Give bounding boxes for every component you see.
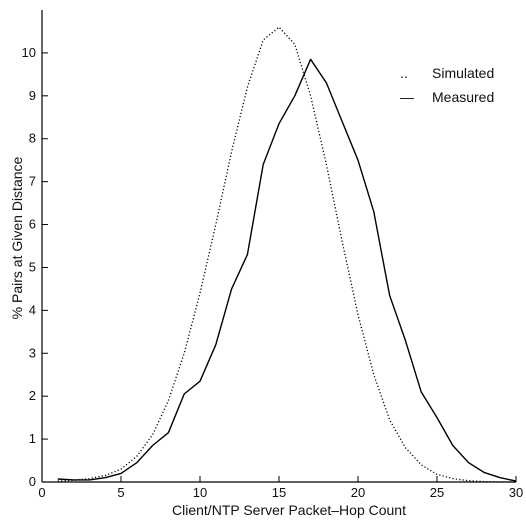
x-tick-label: 30 [509, 485, 523, 500]
x-tick-label: 25 [430, 485, 444, 500]
y-tick-label: 4 [29, 302, 36, 317]
y-tick-label: 0 [29, 474, 36, 489]
legend-marker-measured: — [400, 89, 414, 105]
series-line-simulated [57, 26, 516, 483]
chart-marks: 0 5 10 15 20 25 30 0 1 2 3 4 5 6 7 8 9 10 [22, 10, 523, 500]
y-tick-label: 6 [29, 217, 36, 232]
y-tick-label: 2 [29, 388, 36, 403]
legend-marker-simulated: .. [400, 65, 408, 81]
x-tick-label: 5 [117, 485, 124, 500]
y-tick-label: 1 [29, 431, 36, 446]
y-axis-title: % Pairs at Given Distance [9, 156, 25, 319]
series-line-measured [57, 58, 517, 482]
x-axis-title: Client/NTP Server Packet–Hop Count [172, 502, 406, 518]
legend-label-simulated: Simulated [432, 65, 494, 81]
y-tick-label: 10 [22, 45, 36, 60]
x-tick-label: 20 [351, 485, 365, 500]
legend: .. Simulated — Measured [400, 65, 494, 105]
y-tick-label: 3 [29, 345, 36, 360]
y-tick-label: 7 [29, 174, 36, 189]
x-tick-label: 10 [193, 485, 207, 500]
x-tick-label: 0 [38, 485, 45, 500]
y-tick-label: 9 [29, 88, 36, 103]
legend-label-measured: Measured [432, 89, 494, 105]
x-tick-label: 15 [272, 485, 286, 500]
y-tick-label: 5 [29, 259, 36, 274]
y-tick-label: 8 [29, 131, 36, 146]
